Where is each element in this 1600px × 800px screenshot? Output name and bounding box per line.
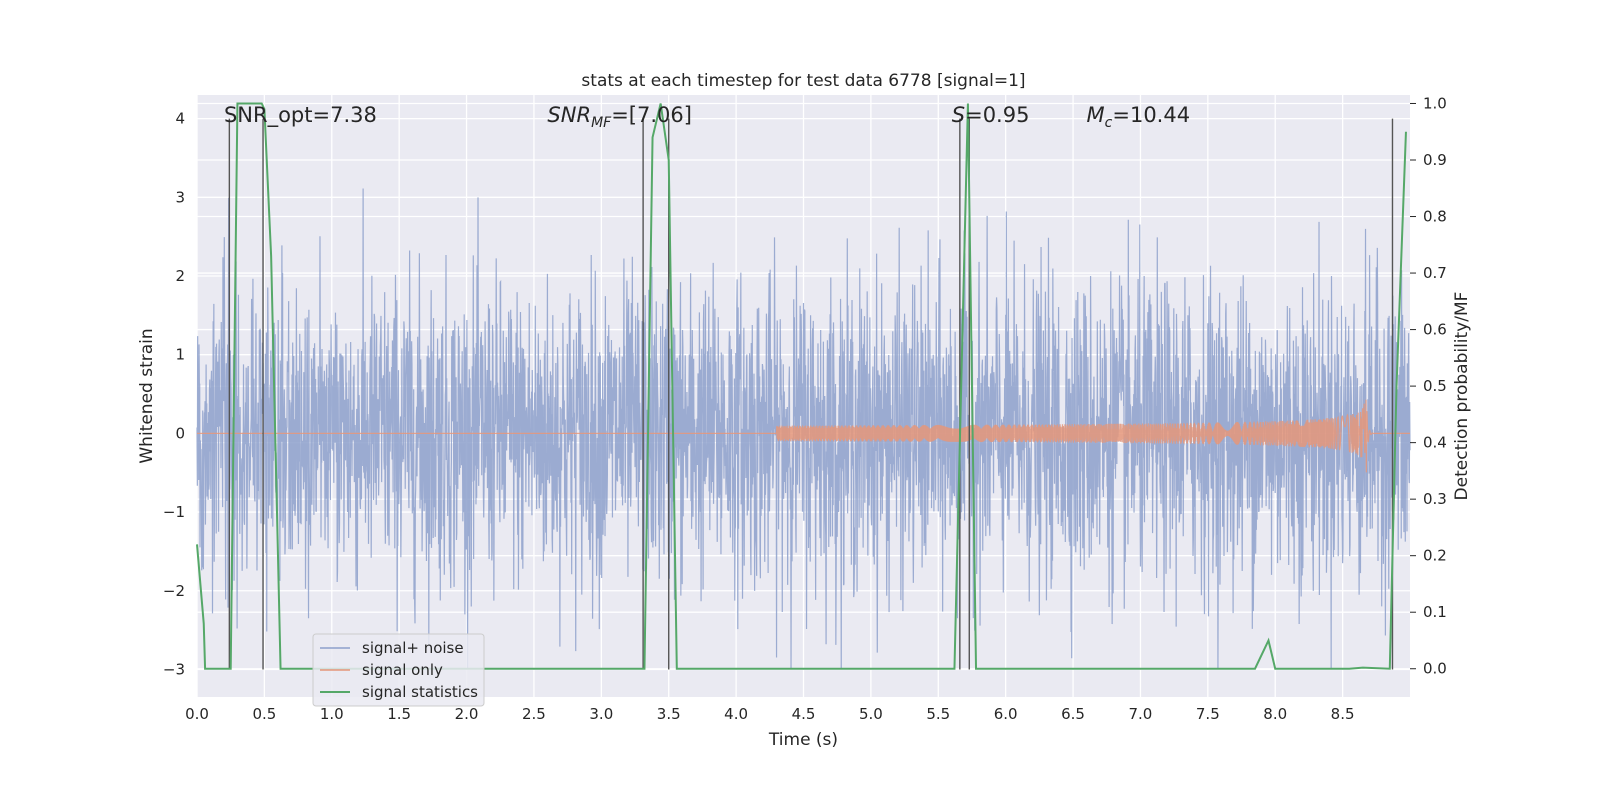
- noise-trace: [196, 188, 1411, 670]
- y-tick-label-left: 3: [175, 188, 185, 206]
- y-tick-label-right: 0.1: [1423, 603, 1447, 621]
- y-tick-label-right: 0.2: [1423, 547, 1447, 565]
- statistics-trace: [196, 102, 1407, 670]
- y-tick-label-right: 1.0: [1423, 94, 1447, 112]
- y-tick-label-left: 1: [175, 346, 185, 364]
- y-tick-label-right: 0.5: [1423, 377, 1447, 395]
- legend-label-signal: signal only: [362, 661, 443, 679]
- x-tick-label: 4.0: [724, 705, 748, 723]
- tick-labels: 0.0 0.5 1.0 1.5 2.0 2.5 3.0 3.5 4.0 4.5 5.0 5.5 6.0 6…: [163, 94, 1447, 723]
- x-tick-label: 2.0: [455, 705, 479, 723]
- noise-series: [196, 188, 1411, 670]
- y-tick-label-left: 4: [175, 110, 185, 128]
- y-tick-label-right: 0.6: [1423, 321, 1447, 339]
- annotations: SNR_opt=7.38 SNRMF=[7.06] S=0.95 Mc=10.44: [224, 103, 1190, 131]
- signal-trace: [197, 399, 1410, 473]
- y-tick-label-left: −3: [163, 660, 185, 678]
- legend-box: [312, 633, 485, 707]
- x-tick-label: 6.0: [994, 705, 1018, 723]
- y-axis-label-left: Whitened strain: [137, 328, 157, 463]
- x-tick-label: 5.0: [859, 705, 883, 723]
- y-tick-label-right: 0.8: [1423, 208, 1447, 226]
- y-tick-label-left: −1: [163, 503, 185, 521]
- x-tick-label: 8.5: [1331, 705, 1355, 723]
- x-tick-label: 3.5: [657, 705, 681, 723]
- x-tick-label: 5.5: [926, 705, 950, 723]
- x-tick-label: 7.5: [1196, 705, 1220, 723]
- y-tick-label-right: 0.0: [1423, 660, 1447, 678]
- legend-label-noise: signal+ noise: [362, 639, 464, 657]
- statistics-series: [196, 102, 1407, 670]
- y-axis-label-right: Detection probability/MF: [1452, 292, 1472, 501]
- y-tick-label-right: 0.3: [1423, 490, 1447, 508]
- x-tick-label: 8.0: [1263, 705, 1287, 723]
- annotation-1: SNRMF=[7.06]: [547, 103, 692, 131]
- x-tick-label: 7.0: [1129, 705, 1153, 723]
- y-tick-label-right: 0.4: [1423, 434, 1447, 452]
- x-tick-label: 2.5: [522, 705, 546, 723]
- x-tick-label: 0.0: [185, 705, 209, 723]
- y-tick-label-left: 0: [175, 424, 185, 442]
- legend-label-statistics: signal statistics: [362, 683, 478, 701]
- x-axis-label: Time (s): [768, 730, 838, 750]
- x-tick-label: 0.5: [252, 705, 276, 723]
- annotation-0: SNR_opt=7.38: [224, 103, 377, 128]
- legend: signal+ noise signal only signal statist…: [312, 633, 485, 707]
- y-tick-label-right: 0.7: [1423, 264, 1447, 282]
- x-tick-label: 6.5: [1061, 705, 1085, 723]
- y-tick-label-left: 2: [175, 267, 185, 285]
- annotation-2: S=0.95: [952, 103, 1030, 127]
- x-tick-label: 3.0: [589, 705, 613, 723]
- signal-series: [197, 399, 1410, 473]
- x-tick-label: 1.0: [320, 705, 344, 723]
- x-tick-label: 4.5: [792, 705, 816, 723]
- x-tick-label: 1.5: [387, 705, 411, 723]
- y-tick-label-left: −2: [163, 582, 185, 600]
- annotation-3: Mc=10.44: [1087, 103, 1191, 131]
- chart-title: stats at each timestep for test data 677…: [581, 71, 1025, 91]
- y-tick-label-right: 0.9: [1423, 151, 1447, 169]
